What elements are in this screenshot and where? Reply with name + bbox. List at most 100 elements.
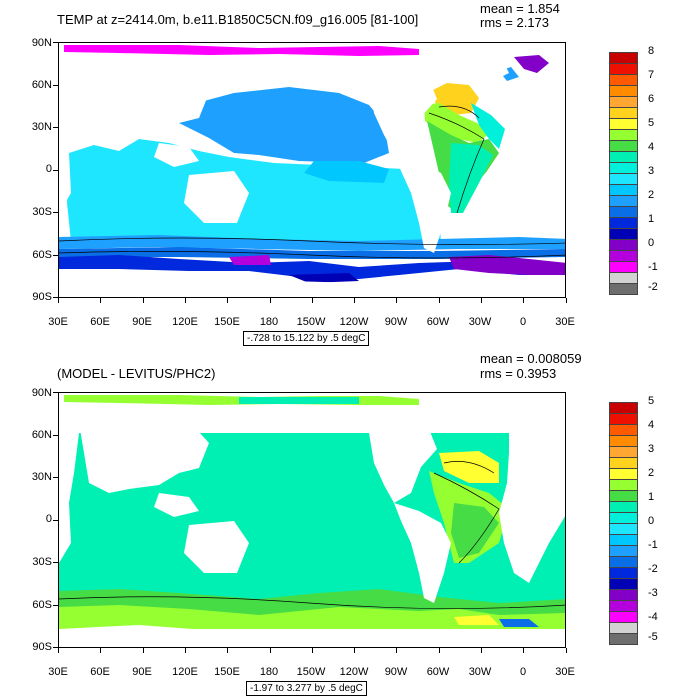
- lon-label: 120W: [339, 666, 369, 678]
- lon-tick: [142, 648, 144, 653]
- colorbar-label: 3: [648, 443, 655, 455]
- colorbar-label: 5: [648, 395, 655, 407]
- lat-label: 30N: [31, 121, 52, 133]
- lat-label: 60N: [31, 79, 52, 91]
- lat-label: 60S: [32, 599, 52, 611]
- mean-label: mean = 0.008059: [480, 351, 582, 366]
- colorbar-label: 2: [648, 467, 655, 479]
- lon-label: 150W: [296, 666, 326, 678]
- lon-tick: [481, 298, 482, 303]
- lon-tick: [481, 648, 482, 653]
- lon-label: 30W: [468, 316, 492, 328]
- lon-tick: [269, 298, 271, 303]
- lon-label: 90E: [132, 316, 152, 328]
- lat-tick: [53, 169, 58, 171]
- lat-label: 30N: [31, 471, 52, 483]
- colorbar-label: 5: [648, 117, 655, 129]
- colorbar-label: 4: [648, 419, 655, 431]
- lat-tick: [53, 519, 58, 521]
- lon-label: 150W: [296, 316, 326, 328]
- lat-label: 30S: [32, 206, 52, 218]
- colorbar-swatch: [609, 633, 638, 645]
- lon-label: 60W: [426, 316, 450, 328]
- lon-tick: [227, 298, 229, 303]
- colorbar-label: -5: [648, 631, 658, 643]
- colorbar-label: 1: [648, 213, 655, 225]
- lon-label: 120W: [339, 316, 369, 328]
- lat-label: 60N: [31, 429, 52, 441]
- colorbar-label: 6: [648, 93, 655, 105]
- colorbar-label: 3: [648, 165, 655, 177]
- lat-tick: [53, 297, 58, 298]
- lat-tick: [53, 434, 58, 436]
- lon-label: 180: [259, 316, 279, 328]
- colorbar-label: 1: [648, 491, 655, 503]
- colorbar-label: 0: [648, 237, 655, 249]
- lon-tick: [100, 648, 102, 653]
- lon-label: 30E: [48, 666, 68, 678]
- difference-panel: (MODEL - LEVITUS/PHC2) mean = 0.008059 r…: [0, 350, 700, 700]
- lat-tick: [53, 604, 58, 606]
- lon-tick: [184, 648, 186, 653]
- difference-map: [58, 392, 566, 648]
- colorbar-label: -2: [648, 281, 658, 293]
- colorbar-label: 2: [648, 189, 655, 201]
- lon-label: 150E: [214, 666, 240, 678]
- lon-tick: [100, 298, 102, 303]
- contour-range-label: -1.97 to 3.277 by .5 degC: [246, 681, 367, 696]
- panel-title: (MODEL - LEVITUS/PHC2): [57, 366, 216, 381]
- lat-label: 90N: [31, 37, 52, 49]
- colorbar-label: 8: [648, 45, 655, 57]
- lat-tick: [53, 647, 58, 648]
- lon-tick: [565, 648, 567, 653]
- lon-label: 30W: [468, 666, 492, 678]
- contour-lines: [59, 461, 565, 609]
- contour-lines: [59, 105, 565, 259]
- lat-label: 90S: [32, 291, 52, 303]
- lon-tick: [396, 648, 398, 653]
- lat-tick: [53, 392, 58, 393]
- panel-title: TEMP at z=2414.0m, b.e11.B1850C5CN.f09_g…: [57, 12, 419, 27]
- lon-tick: [565, 298, 567, 303]
- lat-tick: [53, 562, 58, 563]
- colorbar-label: 7: [648, 69, 655, 81]
- lon-tick: [354, 298, 356, 303]
- lon-tick: [269, 648, 271, 653]
- lon-label: 180: [259, 666, 279, 678]
- colorbar-label: 0: [648, 515, 655, 527]
- lon-tick: [354, 648, 356, 653]
- colorbar: [609, 52, 638, 295]
- lon-label: 0: [519, 666, 527, 678]
- land-mask: [59, 403, 565, 647]
- lon-tick: [438, 648, 440, 653]
- colorbar-label: 4: [648, 141, 655, 153]
- lon-tick: [523, 648, 525, 653]
- lat-tick: [53, 477, 58, 478]
- rms-label: rms = 0.3953: [480, 366, 557, 381]
- lat-label: 0: [45, 163, 52, 175]
- temperature-panel: TEMP at z=2414.0m, b.e11.B1850C5CN.f09_g…: [31, 1, 658, 346]
- colorbar-label: -1: [648, 261, 658, 273]
- lon-label: 60W: [426, 666, 450, 678]
- lon-tick: [396, 298, 398, 303]
- lon-label: 150E: [214, 316, 240, 328]
- lat-label: 0: [45, 513, 52, 525]
- lat-label: 60S: [32, 249, 52, 261]
- lat-label: 90S: [32, 641, 52, 653]
- lon-tick: [58, 298, 59, 303]
- lat-tick: [53, 127, 58, 128]
- colorbar-label: -1: [648, 539, 658, 551]
- lat-tick: [53, 42, 58, 43]
- lat-label: 30S: [32, 556, 52, 568]
- lon-label: 120E: [172, 666, 198, 678]
- colorbar-label: -3: [648, 587, 658, 599]
- lon-label: 90W: [384, 666, 408, 678]
- mean-label: mean = 1.854: [480, 1, 560, 16]
- colorbar-label: -2: [648, 563, 658, 575]
- colorbar-swatch: [609, 283, 638, 295]
- lon-label: 90W: [384, 316, 408, 328]
- lon-tick: [438, 298, 440, 303]
- lon-tick: [227, 648, 229, 653]
- land-mask: [59, 53, 565, 297]
- lon-tick: [523, 298, 525, 303]
